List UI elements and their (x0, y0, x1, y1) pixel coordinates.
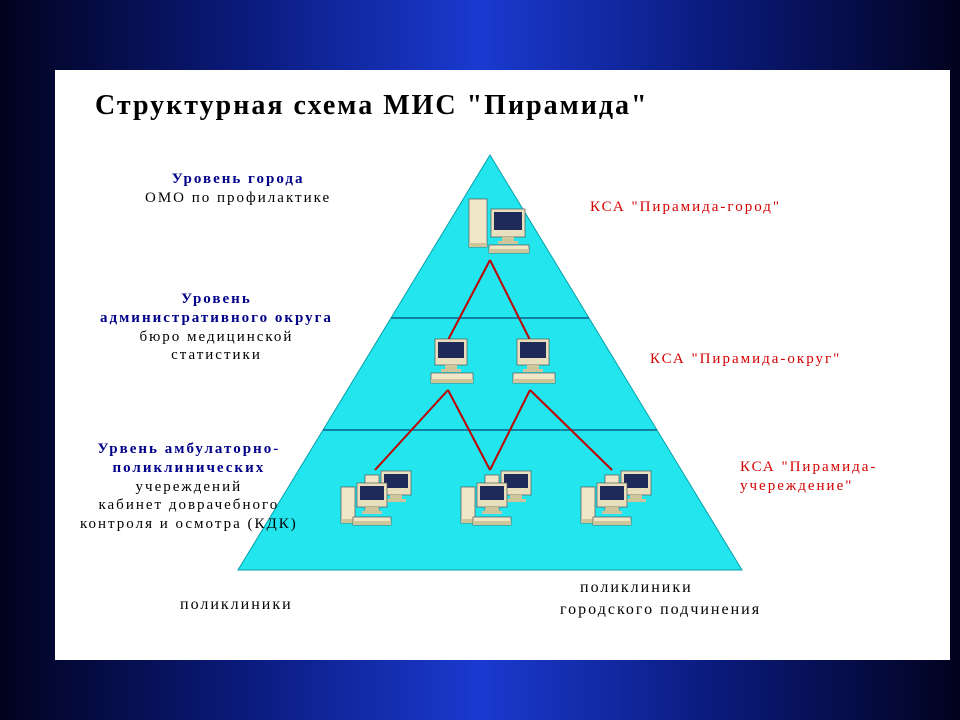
left-label-1-line: статистики (100, 346, 333, 365)
right-label-1: КСА "Пирамида-округ" (650, 350, 841, 369)
left-label-0: Уровень городаОМО по профилактике (145, 170, 331, 208)
computer-pair-icon (335, 465, 425, 535)
bottom-label-2: городского подчинения (560, 600, 761, 620)
bottom-label-1: поликлиники (580, 578, 693, 598)
left-label-1-line: Уровень (100, 290, 333, 309)
left-label-1-line: бюро медицинской (100, 328, 333, 347)
right-label-2-line: КСА "Пирамида- (740, 458, 877, 477)
computer-icon (507, 335, 563, 391)
left-label-2-line: контроля и осмотра (КДК) (80, 515, 298, 534)
bottom-label-2-text: городского подчинения (560, 601, 761, 618)
computer-pair-icon (455, 465, 545, 535)
right-label-0-line: КСА "Пирамида-город" (590, 198, 781, 217)
left-label-1: Уровеньадминистративного округабюро меди… (100, 290, 333, 365)
bottom-label-0-text: поликлиники (180, 596, 293, 613)
computer-icon (425, 335, 481, 391)
left-label-0-line: ОМО по профилактике (145, 189, 331, 208)
left-label-0-line: Уровень города (145, 170, 331, 189)
left-label-2-line: Урвень амбулаторно- (80, 440, 298, 459)
right-label-0: КСА "Пирамида-город" (590, 198, 781, 217)
right-label-1-line: КСА "Пирамида-округ" (650, 350, 841, 369)
left-label-2-line: кабинет доврачебного (80, 496, 298, 515)
computer-icon (465, 195, 535, 260)
left-label-2-line: поликлинических (80, 459, 298, 478)
computer-pair-icon (575, 465, 665, 535)
slide-outer: Структурная схема МИС "Пирамида" Уровень… (0, 0, 960, 720)
right-label-2: КСА "Пирамида-учереждение" (740, 458, 877, 496)
left-label-2-line: учереждений (80, 478, 298, 497)
bottom-label-0: поликлиники (180, 595, 293, 615)
left-label-1-line: административного округа (100, 309, 333, 328)
right-label-2-line: учереждение" (740, 477, 877, 496)
left-label-2: Урвень амбулаторно-поликлиническихучереж… (80, 440, 298, 534)
bottom-label-1-text: поликлиники (580, 579, 693, 596)
